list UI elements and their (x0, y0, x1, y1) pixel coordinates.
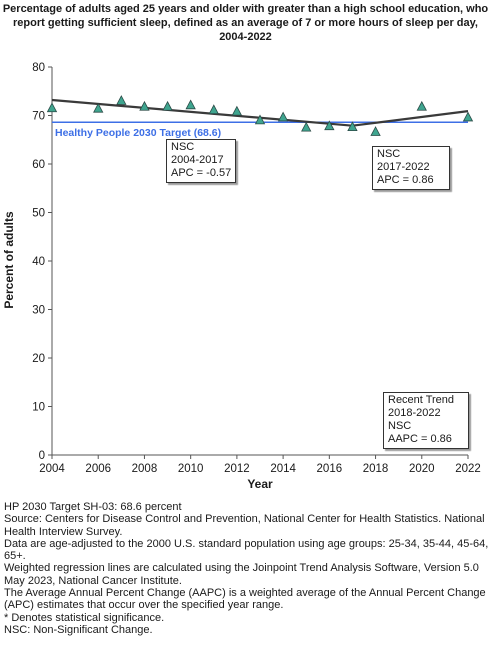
footnotes: HP 2030 Target SH-03: 68.6 percent Sourc… (4, 501, 489, 636)
data-point (416, 100, 427, 111)
y-tick-label: 40 (32, 256, 45, 268)
x-tick-label: 2004 (39, 463, 65, 475)
annotation-line: 2017-2022 (377, 161, 430, 173)
x-tick-label: 2022 (455, 463, 481, 475)
data-point (116, 95, 127, 105)
annotation-box-recent-trend: Recent Trend 2018-2022 NSC AAPC = 0.86 (383, 392, 469, 449)
data-point (162, 100, 173, 111)
footnote: Weighted regression lines are calculated… (4, 562, 479, 587)
data-point (462, 111, 474, 122)
annotation-box-nsc-2004-2017: NSC 2004-2017 APC = -0.57 (166, 139, 237, 183)
annotation-line: APC = -0.57 (171, 167, 232, 179)
trend-line-segment-1 (51, 98, 353, 127)
data-point (301, 121, 312, 132)
axes (48, 66, 469, 459)
x-tick-label: 2016 (317, 463, 343, 475)
data-point (93, 102, 104, 113)
footnote: HP 2030 Target SH-03: 68.6 percent (4, 501, 182, 513)
y-axis-title: Percent of adults (2, 211, 16, 309)
data-points (46, 95, 474, 136)
annotation-line: Recent Trend (388, 394, 455, 406)
chart-title: Percentage of adults aged 25 years and o… (0, 2, 491, 44)
data-point (277, 111, 289, 122)
annotation-line: NSC (388, 420, 412, 432)
trend-lines (51, 98, 469, 127)
annotation-line: NSC (171, 141, 195, 153)
y-tick-label: 10 (32, 402, 45, 414)
trend-line-segment-2 (352, 110, 469, 127)
x-tick-label: 2010 (178, 463, 204, 475)
data-point (185, 99, 196, 110)
data-point (208, 104, 219, 115)
annotation-line: 2018-2022 (388, 407, 441, 419)
footnote: * Denotes statistical significance. (4, 611, 165, 624)
chart-title-line-3: 2004-2022 (219, 31, 272, 43)
x-tick-label: 2006 (85, 463, 111, 475)
data-point (46, 102, 58, 113)
target-label: Healthy People 2030 Target (68.6) (55, 127, 221, 139)
y-tick-label: 20 (32, 353, 45, 365)
footnote: NSC: Non-Significant Change. (4, 623, 153, 636)
x-axis-title: Year (247, 477, 273, 491)
x-tick-label: 2014 (270, 463, 296, 475)
annotation-line: APC = 0.86 (377, 174, 434, 186)
data-point (324, 120, 335, 131)
y-tick-label: 70 (32, 111, 45, 123)
footnote: The Average Annual Percent Change (AAPC)… (4, 587, 486, 612)
data-point (231, 105, 243, 116)
data-point (254, 114, 266, 125)
data-point (347, 121, 358, 132)
footnote: Data are age-adjusted to the 2000 U.S. s… (4, 537, 489, 563)
annotation-line: 2004-2017 (171, 154, 224, 166)
x-tick-label: 2018 (363, 463, 389, 475)
chart-title-line-2: report getting sufficient sleep, defined… (13, 17, 478, 29)
annotation-line: NSC (377, 148, 401, 160)
x-tick-label: 2020 (409, 463, 435, 475)
annotation-box-nsc-2017-2022: NSC 2017-2022 APC = 0.86 (372, 146, 450, 190)
x-tick-label: 2012 (224, 463, 250, 475)
y-tick-label: 50 (32, 208, 45, 220)
data-point (370, 126, 381, 136)
y-tick-label: 60 (32, 159, 45, 171)
data-point (139, 100, 150, 111)
y-tick-label: 30 (32, 305, 45, 317)
y-tick-label: 80 (32, 62, 45, 74)
x-tick-label: 2008 (132, 463, 158, 475)
plot-area: 0 10 20 30 40 50 60 70 80 2004 2006 2008 2010 2012 201… (2, 62, 481, 491)
tick-labels: 0 10 20 30 40 50 60 70 80 2004 2006 2008 2010 2012 201… (32, 62, 481, 475)
annotation-line: AAPC = 0.86 (388, 433, 452, 445)
y-tick-label: 0 (39, 450, 45, 462)
chart-title-line-1: Percentage of adults aged 25 years and o… (2, 3, 489, 15)
footnote: Source: Centers for Disease Control and … (4, 513, 485, 538)
